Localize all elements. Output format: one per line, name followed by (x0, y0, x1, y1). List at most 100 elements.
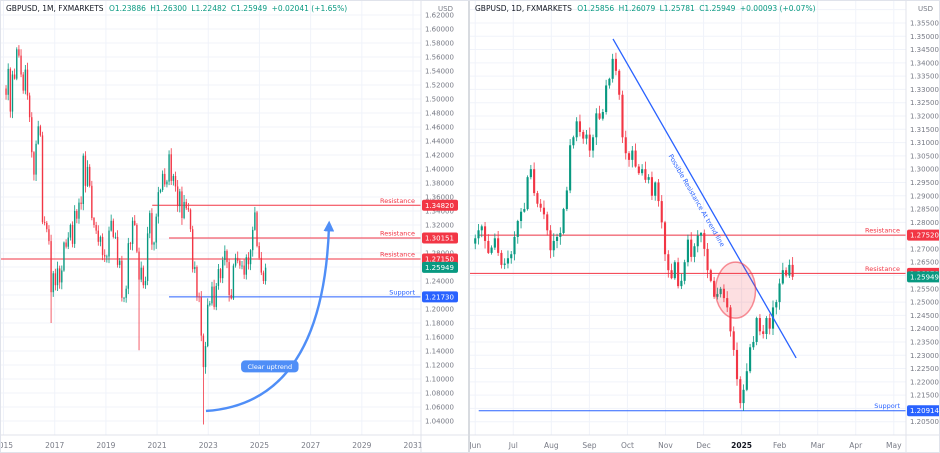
low-value: L1.25781 (659, 4, 695, 13)
svg-text:1.28000: 1.28000 (910, 219, 939, 227)
candlestick-chart-monthly[interactable]: 1.04000 1.06000 1.08000 1.10000 1.12000 1.140… (1, 1, 468, 453)
svg-text:1.25949: 1.25949 (910, 273, 939, 281)
svg-text:1.25500: 1.25500 (910, 285, 939, 293)
price-badge[interactable] (907, 229, 940, 241)
svg-text:1.27000: 1.27000 (910, 245, 939, 253)
svg-text:2025: 2025 (731, 441, 752, 450)
callout-label[interactable]: Clear uptrend (241, 360, 299, 373)
svg-text:1.22500: 1.22500 (910, 365, 939, 373)
change-value: +0.02041 (+1.65%) (271, 4, 348, 13)
price-badge[interactable] (422, 261, 458, 273)
svg-text:1.20914: 1.20914 (910, 407, 939, 415)
price-axis-labels: 1.04000 1.06000 1.08000 1.10000 1.12000 1.140… (425, 12, 454, 426)
svg-text:1.34000: 1.34000 (910, 59, 939, 67)
svg-text:Clear uptrend: Clear uptrend (247, 363, 292, 371)
price-badge[interactable] (907, 271, 940, 283)
level-label: Resistance (380, 197, 415, 205)
symbol-title[interactable]: GBPUSD, 1D, FXMARKETS (475, 4, 572, 13)
chart-legend[interactable]: GBPUSD, 1D, FXMARKETS O1.25856 H1.26079 … (475, 4, 818, 13)
svg-text:2025: 2025 (250, 441, 269, 450)
svg-text:1.34820: 1.34820 (425, 202, 454, 210)
level-label: Support (389, 288, 415, 296)
svg-text:Jun: Jun (470, 441, 481, 450)
level-label: Resistance (380, 229, 415, 237)
open-value: O1.25856 (577, 4, 615, 13)
chart-panel-daily[interactable]: GBPUSD, 1D, FXMARKETS O1.25856 H1.26079 … (469, 1, 940, 453)
level-lines[interactable]: Resistance Resistance Resistance Support (1, 197, 421, 298)
svg-text:1.21500: 1.21500 (910, 392, 939, 400)
svg-text:1.29000: 1.29000 (910, 192, 939, 200)
svg-text:1.27150: 1.27150 (425, 255, 454, 263)
price-axis-currency: USD (438, 5, 453, 13)
svg-text:2027: 2027 (301, 441, 320, 450)
chart-panel-monthly[interactable]: GBPUSD, 1M, FXMARKETS O1.23886 H1.26300 … (1, 1, 469, 453)
open-value: O1.23886 (108, 4, 146, 13)
svg-text:2023: 2023 (199, 441, 218, 450)
svg-text:1.29500: 1.29500 (910, 179, 939, 187)
price-badge[interactable] (422, 199, 458, 211)
price-badge[interactable] (422, 232, 458, 244)
svg-text:1.30151: 1.30151 (425, 234, 454, 242)
svg-text:1.20500: 1.20500 (910, 418, 939, 426)
svg-text:1.48000: 1.48000 (425, 110, 454, 118)
price-axis-badges[interactable]: 1.34820 1.30151 1.27150 1.21730 1.25949 (422, 199, 458, 303)
svg-text:Nov: Nov (658, 441, 673, 450)
level-label: Support (874, 402, 900, 410)
svg-text:Jul: Jul (508, 441, 518, 450)
svg-text:1.54000: 1.54000 (425, 68, 454, 76)
grid (1, 1, 421, 436)
candlestick-series[interactable] (5, 45, 267, 425)
svg-text:1.27520: 1.27520 (910, 232, 939, 240)
level-label: Resistance (380, 250, 415, 258)
svg-text:1.33000: 1.33000 (910, 86, 939, 94)
svg-text:1.25000: 1.25000 (910, 299, 939, 307)
svg-text:1.34000: 1.34000 (425, 208, 454, 216)
svg-text:1.30000: 1.30000 (910, 166, 939, 174)
price-badge[interactable] (907, 405, 940, 417)
svg-text:1.33500: 1.33500 (910, 73, 939, 81)
svg-text:1.50000: 1.50000 (425, 96, 454, 104)
svg-text:1.35500: 1.35500 (910, 19, 939, 27)
trendline[interactable] (612, 38, 797, 359)
svg-text:1.31500: 1.31500 (910, 126, 939, 134)
price-badge[interactable] (422, 253, 458, 265)
grid (470, 1, 906, 436)
svg-text:1.28500: 1.28500 (910, 206, 939, 214)
svg-text:1.32000: 1.32000 (425, 222, 454, 230)
svg-text:1.46000: 1.46000 (425, 124, 454, 132)
highlight-ellipse[interactable] (714, 261, 757, 319)
svg-text:1.35000: 1.35000 (910, 33, 939, 41)
level-label: Resistance (865, 265, 900, 273)
candlestick-series[interactable] (474, 52, 794, 411)
candlestick-chart-daily[interactable]: 1.205001.210001.215001.220001.225001.230… (470, 1, 940, 453)
svg-text:May: May (886, 441, 902, 450)
symbol-title[interactable]: GBPUSD, 1M, FXMARKETS (6, 4, 104, 13)
svg-text:1.12000: 1.12000 (425, 362, 454, 370)
high-value: H1.26079 (618, 4, 656, 13)
svg-text:1.23500: 1.23500 (910, 338, 939, 346)
svg-text:Dec: Dec (696, 441, 711, 450)
svg-text:1.38000: 1.38000 (425, 180, 454, 188)
price-axis-labels: 1.205001.210001.215001.220001.225001.230… (910, 19, 939, 426)
svg-text:1.34500: 1.34500 (910, 46, 939, 54)
svg-text:1.24500: 1.24500 (910, 312, 939, 320)
svg-text:1.31000: 1.31000 (910, 139, 939, 147)
svg-text:1.36000: 1.36000 (425, 194, 454, 202)
svg-text:2021: 2021 (148, 441, 167, 450)
svg-text:1.32000: 1.32000 (910, 113, 939, 121)
svg-text:1.14000: 1.14000 (425, 348, 454, 356)
svg-text:1.52000: 1.52000 (425, 82, 454, 90)
svg-text:1.42000: 1.42000 (425, 152, 454, 160)
svg-text:1.30500: 1.30500 (910, 152, 939, 160)
svg-text:1.08000: 1.08000 (425, 390, 454, 398)
price-badge[interactable] (422, 291, 458, 303)
chart-legend[interactable]: GBPUSD, 1M, FXMARKETS O1.23886 H1.26300 … (6, 4, 349, 13)
svg-text:Feb: Feb (773, 441, 787, 450)
time-axis-labels: Jun Jul Aug Sep Oct Nov Dec 2025 Feb Mar Apr May (470, 441, 902, 450)
svg-text:1.10000: 1.10000 (425, 376, 454, 384)
svg-text:1.18000: 1.18000 (425, 320, 454, 328)
svg-text:1.16000: 1.16000 (425, 334, 454, 342)
svg-text:1.62000: 1.62000 (425, 12, 454, 20)
